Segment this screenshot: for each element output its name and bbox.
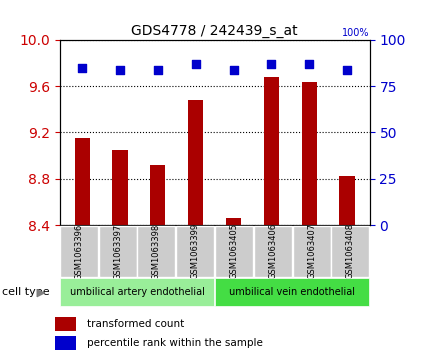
Bar bbox=[176, 225, 214, 277]
Point bbox=[154, 67, 161, 73]
Text: GSM1063406: GSM1063406 bbox=[268, 223, 277, 280]
Bar bbox=[292, 225, 331, 277]
Bar bbox=[332, 225, 369, 277]
Text: GSM1063407: GSM1063407 bbox=[307, 223, 316, 280]
Bar bbox=[75, 138, 90, 225]
Bar bbox=[54, 336, 76, 350]
Bar bbox=[137, 225, 176, 277]
Text: GSM1063405: GSM1063405 bbox=[230, 223, 238, 280]
Text: GSM1063398: GSM1063398 bbox=[152, 223, 161, 280]
Text: GSM1063399: GSM1063399 bbox=[191, 223, 200, 280]
Bar bbox=[215, 225, 253, 277]
Bar bbox=[99, 225, 137, 277]
Bar bbox=[264, 77, 279, 225]
Point bbox=[268, 61, 275, 67]
Bar bbox=[254, 225, 292, 277]
Bar bbox=[215, 278, 369, 306]
Point bbox=[116, 67, 123, 73]
Point bbox=[306, 61, 313, 67]
Title: GDS4778 / 242439_s_at: GDS4778 / 242439_s_at bbox=[131, 24, 298, 37]
Bar bbox=[302, 82, 317, 225]
Text: percentile rank within the sample: percentile rank within the sample bbox=[87, 338, 263, 348]
Point bbox=[192, 61, 199, 67]
Bar bbox=[60, 225, 98, 277]
Bar bbox=[188, 100, 203, 225]
Text: GSM1063396: GSM1063396 bbox=[74, 223, 83, 280]
Bar bbox=[60, 278, 214, 306]
Text: transformed count: transformed count bbox=[87, 319, 184, 329]
Bar bbox=[340, 176, 354, 225]
Text: GSM1063397: GSM1063397 bbox=[113, 223, 122, 280]
Bar bbox=[226, 218, 241, 225]
Text: ▶: ▶ bbox=[37, 287, 46, 297]
Point bbox=[344, 67, 351, 73]
Point bbox=[79, 65, 85, 70]
Bar bbox=[54, 317, 76, 331]
Text: 100%: 100% bbox=[342, 28, 370, 38]
Text: cell type: cell type bbox=[2, 287, 50, 297]
Text: GSM1063408: GSM1063408 bbox=[346, 223, 355, 280]
Text: umbilical vein endothelial: umbilical vein endothelial bbox=[229, 287, 355, 297]
Point bbox=[230, 67, 237, 73]
Bar bbox=[113, 150, 127, 225]
Bar bbox=[150, 165, 165, 225]
Text: umbilical artery endothelial: umbilical artery endothelial bbox=[70, 287, 204, 297]
